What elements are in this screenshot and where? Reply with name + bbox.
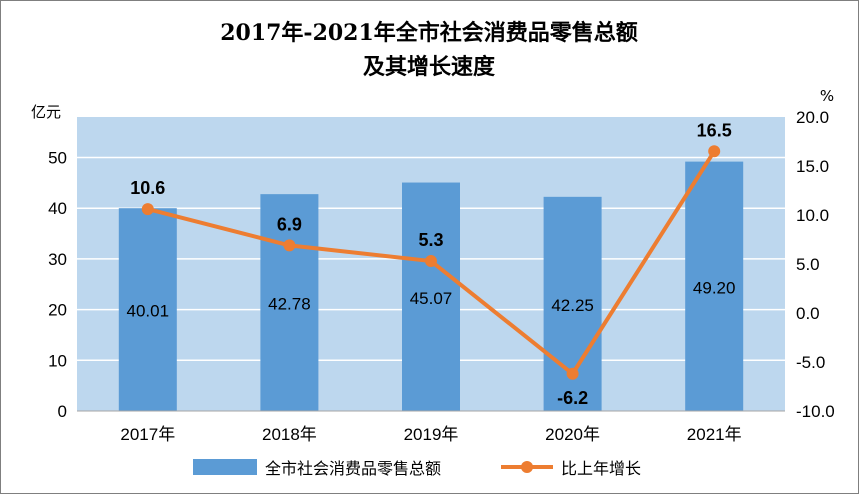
y-right-tick-label: 0.0: [796, 304, 820, 323]
x-tick-label: 2018年: [262, 425, 317, 444]
legend-label-line: 比上年增长: [561, 459, 641, 478]
x-tick-label: 2021年: [687, 425, 742, 444]
bar: [685, 161, 744, 411]
y-left-tick-label: 50: [48, 149, 67, 168]
legend: 全市社会消费品零售总额 比上年增长: [193, 459, 641, 478]
bar-value-label: 42.25: [551, 296, 594, 315]
x-tick-label: 2020年: [545, 425, 600, 444]
y-right-tick-label: -5.0: [796, 353, 825, 372]
growth-value-label: -6.2: [557, 388, 588, 408]
y-right-tick-label: 10.0: [796, 206, 829, 225]
y-left-tick-label: 10: [48, 351, 67, 370]
legend-swatch-marker: [521, 461, 533, 473]
growth-point: [708, 145, 721, 158]
y-left-tick-label: 0: [58, 402, 67, 421]
y-left-tick-label: 30: [48, 250, 67, 269]
y-right-tick-label: 5.0: [796, 255, 820, 274]
bar-value-label: 40.01: [127, 302, 170, 321]
y-left-tick-label: 20: [48, 301, 67, 320]
right-axis-unit: %: [820, 87, 834, 105]
bar: [118, 208, 177, 411]
legend-label-bar: 全市社会消费品零售总额: [265, 459, 441, 478]
bar: [402, 182, 460, 411]
bar-value-label: 45.07: [410, 289, 453, 308]
x-tick-label: 2019年: [404, 425, 459, 444]
growth-point: [141, 203, 154, 216]
growth-point: [425, 255, 437, 268]
growth-value-label: 6.9: [277, 214, 302, 234]
growth-value-label: 5.3: [418, 230, 443, 250]
y-right-tick-label: 20.0: [796, 108, 829, 127]
bar: [260, 194, 319, 411]
chart-title-line-1: 2017年-2021年全市社会消费品零售总额: [220, 20, 638, 46]
growth-point: [566, 367, 579, 380]
y-right-tick-label: -10.0: [796, 402, 835, 421]
y-right-tick-label: 15.0: [796, 157, 829, 176]
legend-swatch-bar: [193, 459, 257, 475]
chart-title-line-2: 及其增长速度: [363, 54, 496, 80]
left-axis-unit: 亿元: [31, 103, 61, 121]
bar-value-label: 42.78: [268, 295, 311, 314]
y-left-tick-label: 40: [48, 199, 67, 218]
growth-value-label: 16.5: [697, 120, 732, 140]
growth-value-label: 10.6: [130, 178, 165, 198]
x-tick-label: 2017年: [120, 425, 175, 444]
bar-value-label: 49.20: [693, 278, 736, 297]
growth-point: [283, 239, 296, 252]
